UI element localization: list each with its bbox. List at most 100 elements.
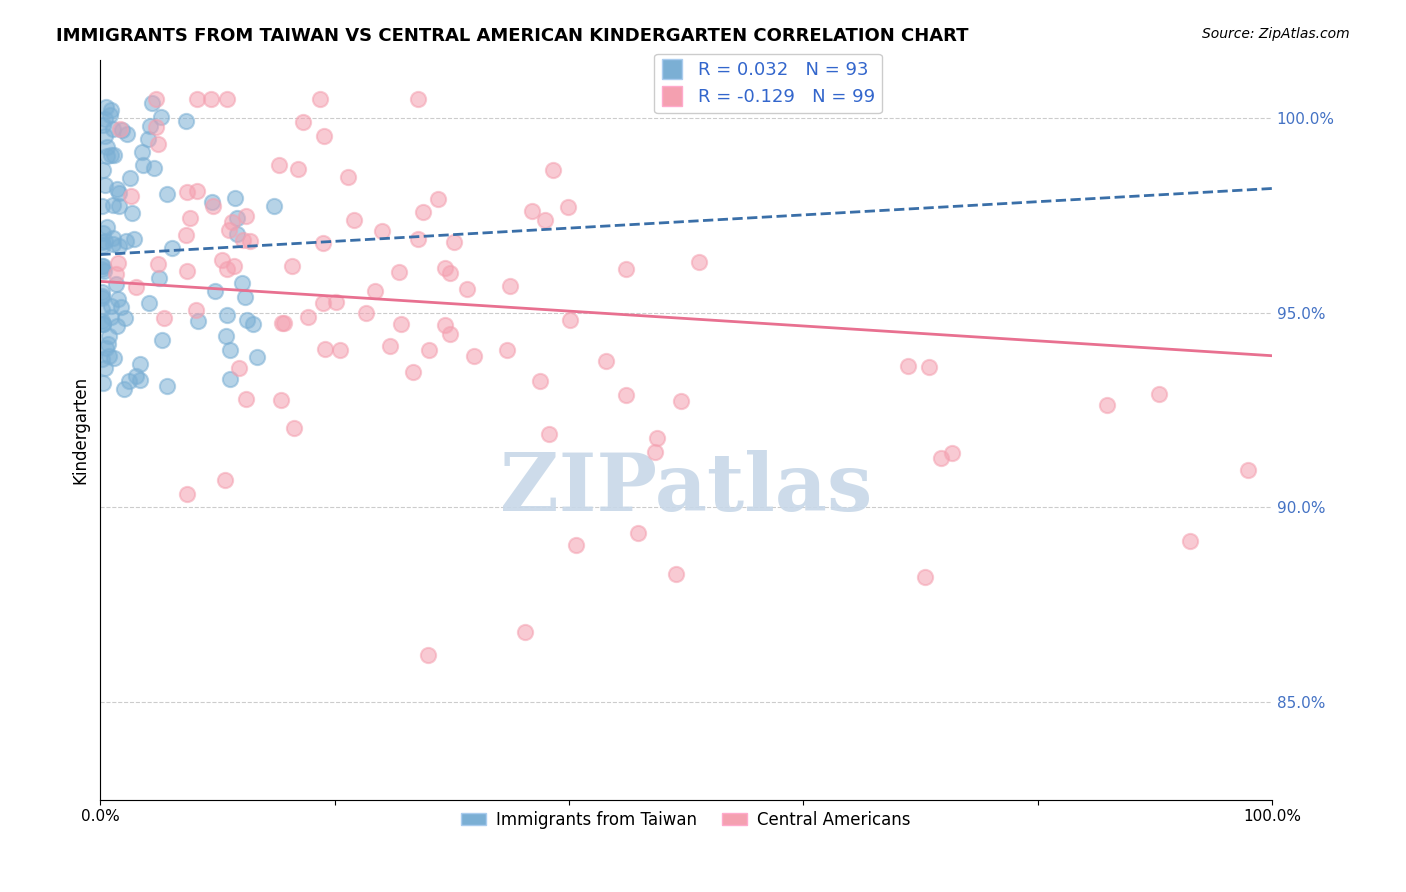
Point [456,282,478,296]
Point [236,313,259,327]
Point [665,566,688,581]
Point [125,280,148,294]
Point [107,256,129,270]
Point [941,446,963,460]
Point [97,336,120,351]
Point [1095,398,1118,412]
Point [246,351,269,365]
Point [297,310,319,324]
Point [91,163,114,178]
Point [645,431,668,445]
Point [131,158,153,172]
Point [644,444,666,458]
Point [129,357,152,371]
Point [152,333,174,347]
Point [443,235,465,250]
Point [595,354,617,368]
Point [94,235,117,249]
Point [513,625,536,640]
Point [218,223,240,237]
Point [105,318,128,333]
Point [202,199,225,213]
Point [433,318,456,333]
Point [94,100,117,114]
Point [389,317,412,331]
Point [93,178,115,193]
Point [97,329,120,343]
Point [100,299,122,313]
Point [117,375,139,389]
Point [148,270,170,285]
Point [108,199,131,213]
Point [1149,387,1171,401]
Point [186,91,208,105]
Point [90,289,112,303]
Point [94,341,117,355]
Point [281,260,304,274]
Point [96,149,118,163]
Point [1178,533,1201,548]
Point [121,205,143,219]
Point [93,226,115,240]
Point [337,170,360,185]
Point [226,211,249,225]
Point [418,343,440,357]
Point [91,317,114,331]
Point [271,316,294,330]
Point [557,200,579,214]
Point [112,382,135,396]
Point [90,313,112,327]
Point [142,161,165,176]
Point [176,264,198,278]
Point [291,114,314,128]
Point [538,426,561,441]
Y-axis label: Kindergarten: Kindergarten [72,376,89,483]
Point [120,170,142,185]
Point [146,257,169,271]
Point [120,188,142,202]
Point [101,236,124,251]
Point [217,91,239,105]
Point [267,158,290,172]
Point [131,145,153,159]
Point [426,192,449,206]
Point [219,343,242,358]
Point [371,224,394,238]
Point [242,318,264,332]
Point [541,163,564,178]
Point [312,129,335,144]
Point [211,253,233,268]
Text: Source: ZipAtlas.com: Source: ZipAtlas.com [1202,27,1350,41]
Point [94,112,117,126]
Point [145,91,167,105]
Point [402,365,425,379]
Point [114,310,136,325]
Point [105,182,128,196]
Point [156,378,179,392]
Point [97,349,120,363]
Point [100,310,122,324]
Point [534,212,557,227]
Point [111,123,134,137]
Point [408,232,430,246]
Point [94,361,117,376]
Point [343,212,366,227]
Point [91,376,114,391]
Point [439,267,461,281]
Point [98,108,121,122]
Point [214,474,236,488]
Point [309,91,332,105]
Point [104,277,127,292]
Point [329,343,352,357]
Point [312,295,335,310]
Point [219,372,242,386]
Point [101,121,124,136]
Point [312,235,335,250]
Point [354,306,377,320]
Point [90,352,112,367]
Point [104,267,127,281]
Point [200,91,222,105]
Point [108,121,131,136]
Point [463,349,485,363]
Point [614,388,637,402]
